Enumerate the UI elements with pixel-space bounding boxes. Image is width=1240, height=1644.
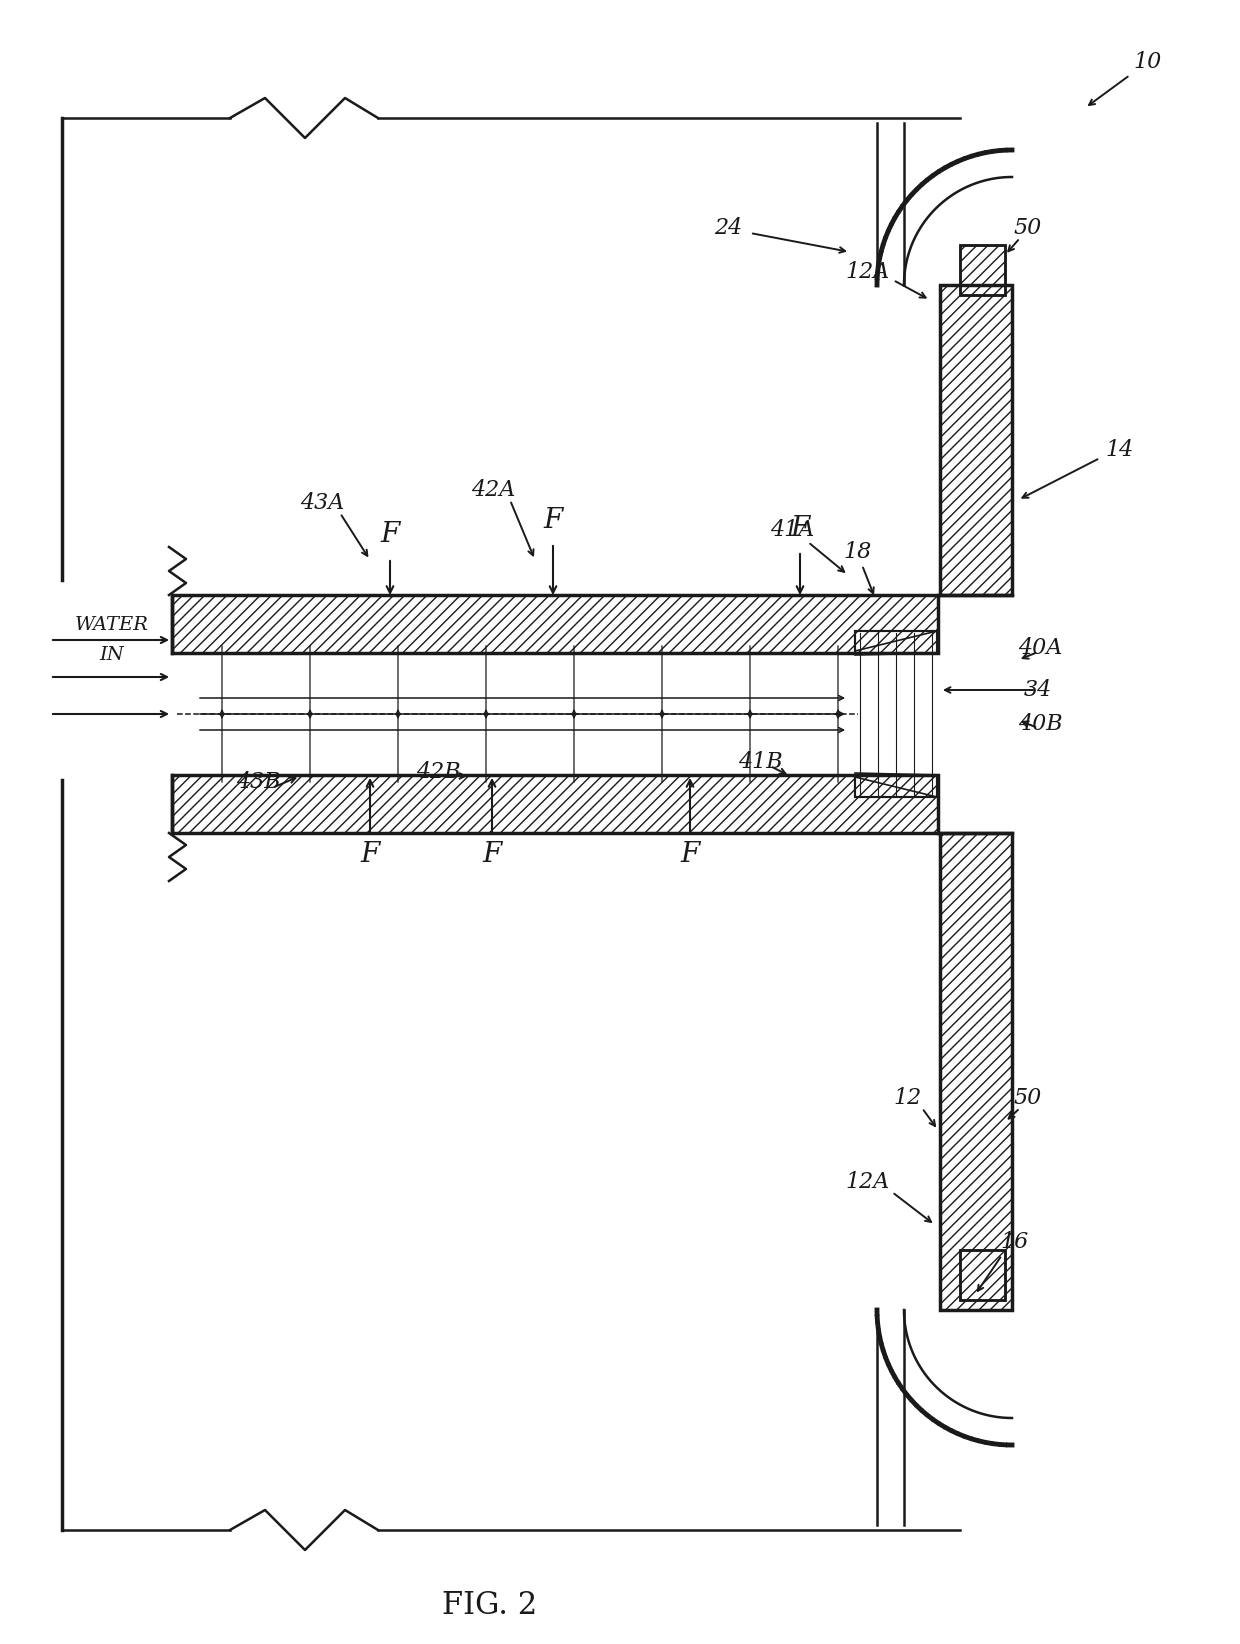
Text: 42A: 42A [471, 478, 515, 501]
Text: IN: IN [99, 646, 124, 664]
Text: FIG. 2: FIG. 2 [443, 1590, 538, 1621]
Bar [172, 595, 937, 653]
Bar [856, 631, 937, 653]
Text: 16: 16 [1001, 1231, 1029, 1253]
Bar [172, 774, 937, 834]
Text: F: F [681, 842, 699, 868]
Text: 42B: 42B [415, 761, 460, 783]
Text: 43B: 43B [236, 771, 280, 792]
Bar [960, 245, 1004, 294]
Text: F: F [361, 842, 379, 868]
Text: 41B: 41B [738, 751, 782, 773]
Text: 41A: 41A [770, 520, 815, 541]
Text: 12: 12 [894, 1087, 923, 1110]
Bar [960, 1249, 1004, 1300]
Text: 12A: 12A [846, 1171, 890, 1194]
Bar [960, 1249, 1004, 1300]
Text: 12A: 12A [846, 261, 890, 283]
Bar [960, 245, 1004, 294]
Bar [940, 834, 1012, 1310]
Text: F: F [482, 842, 502, 868]
Text: F: F [543, 506, 563, 534]
Text: 50: 50 [1014, 1087, 1042, 1110]
Text: 40B: 40B [1018, 713, 1063, 735]
Bar [856, 774, 937, 797]
Bar [856, 631, 937, 653]
Text: 10: 10 [1133, 51, 1162, 72]
Text: WATER: WATER [76, 616, 149, 635]
Text: 40A: 40A [1018, 636, 1063, 659]
Text: 18: 18 [844, 541, 872, 562]
Bar [856, 774, 937, 797]
Bar [172, 595, 937, 653]
Text: F: F [381, 521, 399, 549]
Text: 34: 34 [1024, 679, 1052, 700]
Bar [940, 834, 1012, 1310]
Bar [172, 774, 937, 834]
Text: 14: 14 [1106, 439, 1135, 460]
Text: 24: 24 [714, 217, 742, 238]
Text: 50: 50 [1014, 217, 1042, 238]
Text: F: F [790, 515, 810, 541]
Bar [940, 284, 1012, 595]
Bar [940, 284, 1012, 595]
Text: 43A: 43A [300, 492, 345, 515]
Bar [172, 653, 937, 774]
